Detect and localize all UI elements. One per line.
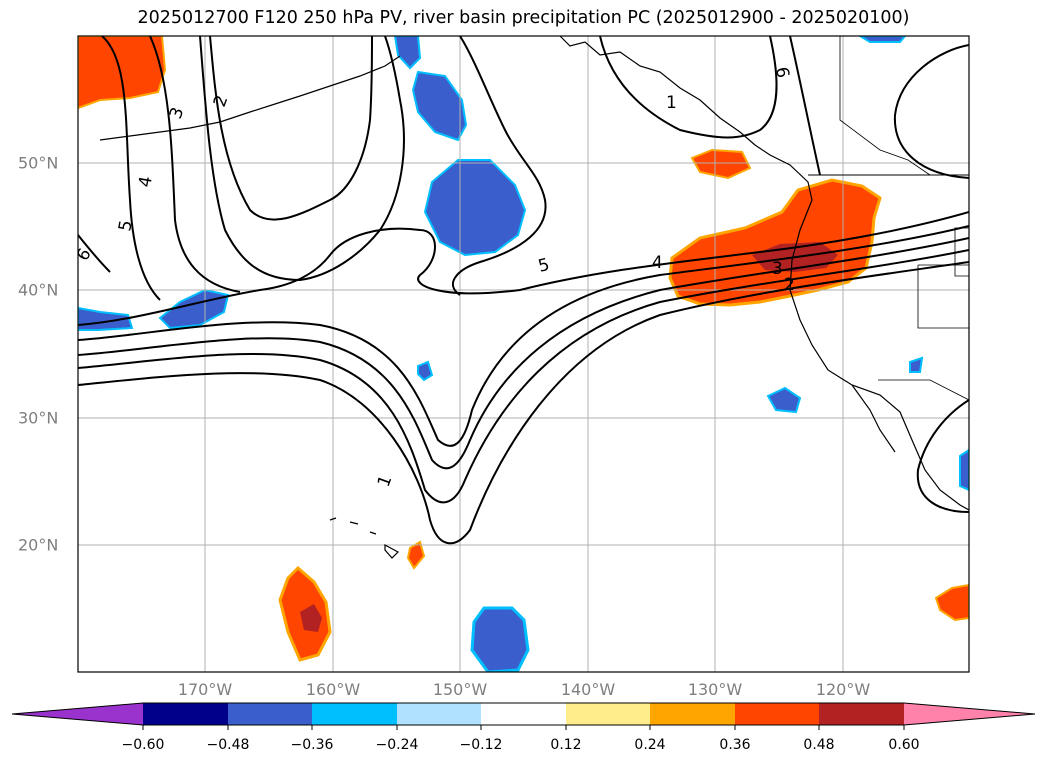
colorbar-tick-label: −0.36	[290, 737, 334, 753]
pc-negative-region	[417, 360, 434, 382]
canada-interior	[839, 36, 931, 176]
colorbar-tick-label: −0.60	[121, 737, 165, 753]
longitude-label: 150°W	[432, 680, 488, 699]
hawaii-islands	[329, 517, 399, 559]
map-title: 2025012700 F120 250 hPa PV, river basin …	[137, 8, 910, 28]
contour-label: 4	[652, 253, 663, 273]
pv-contour-line	[78, 211, 969, 326]
us-interior-border	[878, 227, 969, 401]
pc-negative-region	[393, 36, 422, 70]
pv-contour-line	[789, 36, 821, 176]
pc-positive-region	[668, 178, 882, 307]
longitude-label: 160°W	[305, 680, 361, 699]
colorbar-tick-label: −0.48	[206, 737, 250, 753]
colorbar-tick-label: 0.60	[888, 737, 920, 753]
colorbar-tick-label: −0.24	[375, 737, 419, 753]
pc-positive-region	[690, 148, 752, 180]
colorbar-tick-label: 0.48	[803, 737, 835, 753]
longitude-label: 120°W	[815, 680, 871, 699]
contour-label: 5	[536, 255, 552, 277]
longitude-label: 140°W	[560, 680, 616, 699]
contour-label: 6	[771, 65, 793, 79]
colorbar-tick-label: 0.36	[719, 737, 751, 753]
coastlines	[99, 36, 969, 559]
baja-coast	[851, 384, 896, 453]
pv-contours	[78, 36, 969, 545]
pv-contour-line	[209, 36, 373, 221]
pv-contour-line	[78, 237, 969, 470]
map-frame	[77, 35, 970, 673]
contour-label: 2	[210, 93, 232, 110]
contour-label: 3	[772, 259, 783, 279]
colorbar-tick-label: 0.24	[634, 737, 666, 753]
pv-contour-line	[101, 36, 161, 301]
precipitation-shading	[78, 36, 969, 672]
pv-contour-line	[149, 36, 241, 293]
pc-negative-region	[470, 606, 530, 672]
pv-contour-line	[893, 44, 969, 179]
colorbar-extend-high	[904, 703, 1035, 725]
colorbar-extend-low	[12, 703, 143, 725]
longitude-label: 130°W	[687, 680, 743, 699]
colorbar-tick-label: −0.12	[459, 737, 503, 753]
contour-label: 1	[374, 473, 396, 490]
pc-negative-region	[423, 159, 527, 257]
contour-label: 2	[784, 275, 795, 295]
contour-label: 5	[115, 219, 137, 233]
alaska-coast	[559, 36, 813, 201]
contour-label: 4	[135, 175, 157, 189]
pc-positive-region	[78, 36, 167, 110]
pv-contour-line	[452, 36, 547, 296]
latitude-label: 30°N	[18, 408, 59, 428]
map-gridlines	[78, 36, 969, 672]
pv-contour-line	[599, 36, 778, 139]
pc-negative-region	[959, 448, 969, 492]
contour-label: 1	[666, 93, 677, 113]
latitude-label: 40°N	[18, 280, 59, 300]
latitude-label: 20°N	[18, 535, 59, 555]
pc-positive-region	[406, 540, 426, 570]
pc-negative-region	[909, 356, 924, 373]
pv-contour-line	[78, 225, 969, 447]
pc-negative-region	[411, 70, 468, 142]
pv-contour-line	[78, 234, 111, 273]
contour-label: 6	[73, 245, 96, 264]
pc-positive-region	[934, 583, 969, 622]
pv-contour-line	[78, 261, 969, 545]
pv-contour-line	[199, 36, 405, 282]
pc-negative-region	[858, 36, 907, 43]
latitude-label: 50°N	[18, 153, 59, 173]
colorbar-tick-label: 0.12	[550, 737, 582, 753]
pv-contour-line	[78, 249, 969, 504]
pv-contour-line	[916, 399, 969, 513]
pc-negative-region	[766, 386, 802, 414]
aleutian-islands	[99, 55, 401, 141]
map-plot-area: 1 2 3 4 5 6 2 3 4 5 6 1	[73, 36, 969, 672]
longitude-label: 170°W	[177, 680, 233, 699]
pc-strong-positive-region	[300, 604, 322, 632]
colorbar	[11, 702, 1036, 730]
